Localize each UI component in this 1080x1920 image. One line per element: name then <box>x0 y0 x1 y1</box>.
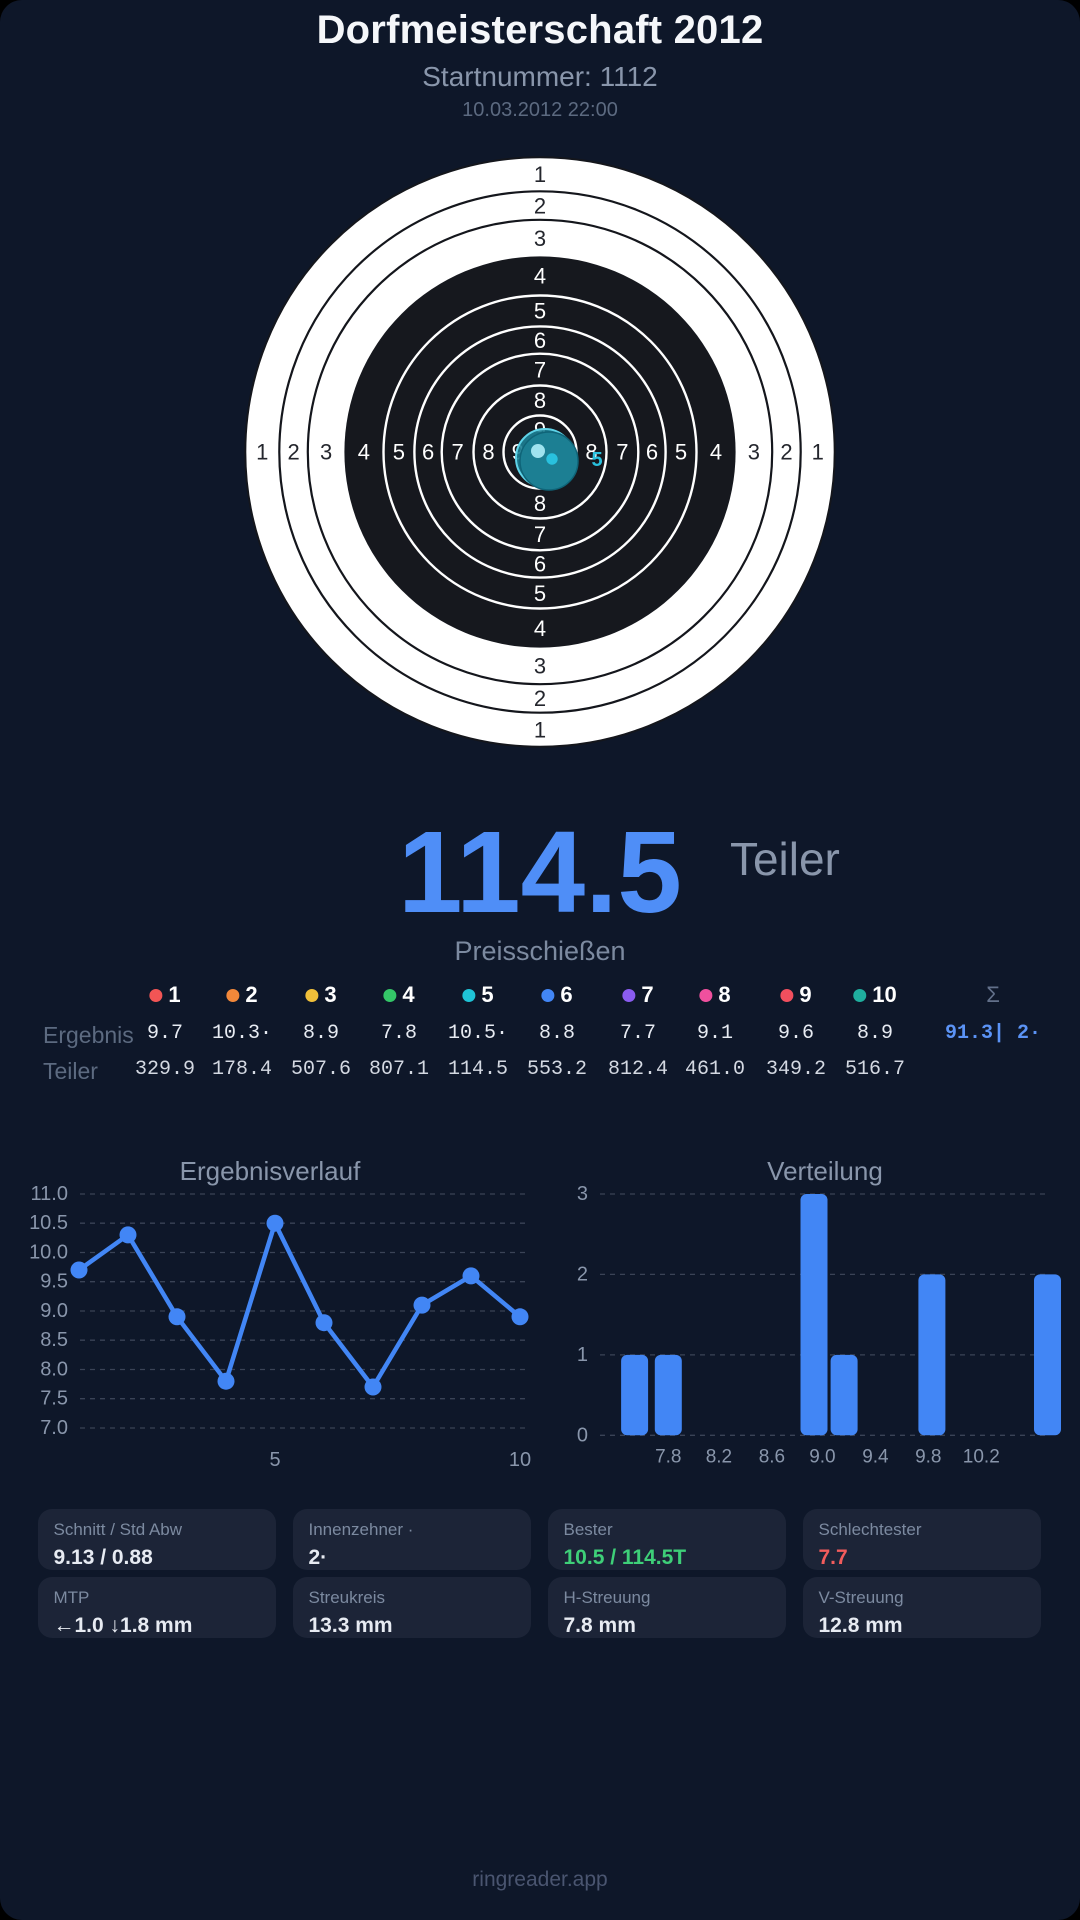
svg-text:11.0: 11.0 <box>31 1183 68 1205</box>
svg-text:8.5: 8.5 <box>40 1329 68 1351</box>
svg-text:8.6: 8.6 <box>759 1446 785 1467</box>
svg-text:5: 5 <box>269 1449 280 1470</box>
svg-text:9.0: 9.0 <box>809 1446 835 1467</box>
svg-text:9.5: 9.5 <box>40 1271 68 1293</box>
svg-text:7.0: 7.0 <box>40 1417 68 1439</box>
svg-text:9.8: 9.8 <box>915 1446 941 1467</box>
svg-text:Verteilung: Verteilung <box>767 1156 883 1186</box>
svg-text:3: 3 <box>577 1183 588 1205</box>
svg-text:8.0: 8.0 <box>40 1359 68 1381</box>
svg-text:0: 0 <box>577 1424 588 1446</box>
svg-text:9.0: 9.0 <box>40 1300 68 1322</box>
svg-text:10.2: 10.2 <box>963 1446 1000 1467</box>
svg-text:9.4: 9.4 <box>862 1446 889 1467</box>
svg-text:10: 10 <box>509 1449 531 1470</box>
svg-text:1: 1 <box>577 1344 588 1366</box>
svg-text:10.0: 10.0 <box>29 1242 68 1264</box>
svg-text:2: 2 <box>577 1263 588 1285</box>
svg-text:Ergebnisverlauf: Ergebnisverlauf <box>180 1156 361 1186</box>
svg-text:8.2: 8.2 <box>706 1446 732 1467</box>
svg-text:7.8: 7.8 <box>655 1446 681 1467</box>
svg-text:10.5: 10.5 <box>29 1212 68 1234</box>
svg-text:7.5: 7.5 <box>40 1388 68 1410</box>
